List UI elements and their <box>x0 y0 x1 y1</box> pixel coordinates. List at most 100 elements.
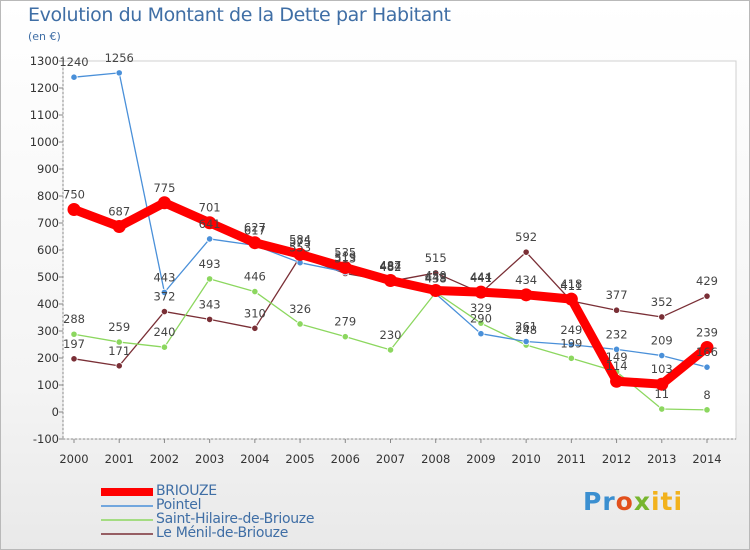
data-point <box>612 306 621 314</box>
line-chart: -100 0 100 200 300 400 500 600 700 800 900 1000 1100… <box>30 51 737 466</box>
legend-swatch-briouze <box>101 488 153 496</box>
x-tick-label: 2014 <box>692 452 721 466</box>
data-point <box>610 374 624 388</box>
data-label: 441 <box>470 271 492 285</box>
data-label: 775 <box>153 181 175 195</box>
x-tick-label: 2009 <box>466 452 495 466</box>
data-label: 377 <box>606 288 628 302</box>
data-label: 171 <box>108 344 130 358</box>
data-label: 446 <box>244 270 266 284</box>
logo-part: iti <box>650 487 684 516</box>
data-label: 592 <box>515 230 537 244</box>
data-label: 450 <box>425 269 447 283</box>
data-label: 519 <box>334 250 356 264</box>
data-label: 329 <box>470 301 492 315</box>
x-tick-label: 2010 <box>512 452 541 466</box>
data-point <box>567 354 575 362</box>
y-tick-label: -100 <box>33 432 59 446</box>
data-label: 513 <box>334 251 356 265</box>
data-label: 443 <box>425 270 447 284</box>
data-point <box>338 261 352 275</box>
data-label: 418 <box>560 277 582 291</box>
x-tick-label: 2000 <box>59 452 88 466</box>
data-label: 584 <box>289 232 311 246</box>
data-point <box>251 324 259 332</box>
y-tick-label: 100 <box>37 378 59 392</box>
data-label: 326 <box>289 302 311 316</box>
data-label: 230 <box>380 328 402 342</box>
data-label: 1240 <box>59 55 88 69</box>
data-label: 641 <box>199 217 221 231</box>
data-point <box>70 73 78 81</box>
data-point <box>703 406 711 414</box>
data-label: 438 <box>425 272 447 286</box>
data-label: 166 <box>696 345 718 359</box>
y-tick-label: 1100 <box>30 108 59 122</box>
x-tick-label: 2012 <box>602 452 631 466</box>
data-point <box>251 287 259 296</box>
data-point <box>658 313 666 321</box>
data-label: 535 <box>334 246 356 260</box>
data-point <box>703 363 711 371</box>
data-point <box>115 338 123 346</box>
y-tick-label: 800 <box>37 189 59 203</box>
data-label: 11 <box>654 387 669 401</box>
y-tick-label: 1300 <box>30 54 59 68</box>
x-tick-label: 2008 <box>421 452 450 466</box>
legend-label-briouze: BRIOUZE <box>156 483 217 499</box>
data-label: 484 <box>380 259 402 273</box>
data-label: 627 <box>244 221 266 235</box>
data-point <box>160 343 169 351</box>
data-point <box>564 292 578 306</box>
data-label: 487 <box>380 259 402 273</box>
x-tick-label: 2002 <box>150 452 179 466</box>
data-label: 279 <box>334 315 356 329</box>
data-point <box>206 235 214 243</box>
data-label: 239 <box>696 325 718 339</box>
data-point <box>477 330 485 338</box>
data-point <box>522 337 530 346</box>
data-point <box>70 330 78 338</box>
y-tick-label: 1000 <box>30 135 59 149</box>
x-tick-label: 2003 <box>195 452 224 466</box>
data-label: 434 <box>515 273 537 287</box>
data-label: 290 <box>470 312 492 326</box>
data-label: 429 <box>696 274 718 288</box>
y-tick-label: 500 <box>37 270 59 284</box>
y-tick-label: 900 <box>37 162 59 176</box>
y-tick-label: 1200 <box>30 81 59 95</box>
data-label: 553 <box>289 241 311 255</box>
legend-label-le-menil: Le Ménil-de-Briouze <box>156 525 289 541</box>
data-point <box>115 362 123 370</box>
plot-area <box>62 60 737 440</box>
data-label: 8 <box>703 388 710 402</box>
data-point <box>700 340 714 354</box>
x-tick-label: 2006 <box>331 452 360 466</box>
data-point <box>474 285 488 299</box>
data-point <box>703 292 711 300</box>
data-point <box>115 69 123 77</box>
x-tick-label: 2001 <box>105 452 134 466</box>
data-label: 617 <box>244 223 266 237</box>
data-label: 149 <box>606 350 628 364</box>
data-label: 687 <box>108 205 130 219</box>
legend-label-pointel: Pointel <box>156 497 202 513</box>
data-label: 259 <box>108 320 130 334</box>
data-point <box>112 220 126 234</box>
data-point <box>157 196 171 210</box>
y-tick-label: 400 <box>37 297 59 311</box>
data-point <box>206 315 214 323</box>
data-label: 232 <box>606 327 628 341</box>
data-point <box>341 333 349 341</box>
data-label: 352 <box>651 295 673 309</box>
logo-part: x <box>633 487 651 516</box>
data-label: 310 <box>244 306 266 320</box>
data-label: 575 <box>289 235 311 249</box>
data-label: 288 <box>63 312 85 326</box>
data-point <box>203 216 217 230</box>
legend-swatch-le-menil <box>101 533 153 535</box>
data-label: 443 <box>153 270 175 284</box>
data-label: 493 <box>199 257 221 271</box>
x-tick-label: 2005 <box>285 452 314 466</box>
